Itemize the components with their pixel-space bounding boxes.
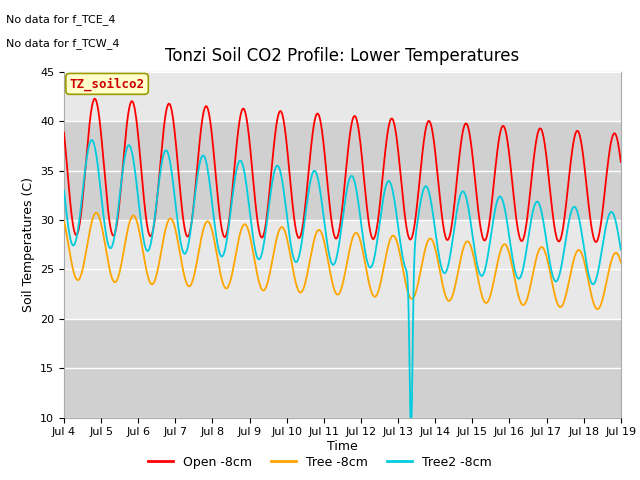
Title: Tonzi Soil CO2 Profile: Lower Temperatures: Tonzi Soil CO2 Profile: Lower Temperatur…: [165, 47, 520, 65]
Y-axis label: Soil Temperatures (C): Soil Temperatures (C): [22, 177, 35, 312]
Text: TZ_soilco2: TZ_soilco2: [70, 77, 145, 91]
Legend: Open -8cm, Tree -8cm, Tree2 -8cm: Open -8cm, Tree -8cm, Tree2 -8cm: [143, 451, 497, 474]
Bar: [64, 121, 621, 220]
Text: No data for f_TCW_4: No data for f_TCW_4: [6, 38, 120, 49]
Text: No data for f_TCE_4: No data for f_TCE_4: [6, 14, 116, 25]
Bar: [64, 319, 621, 418]
X-axis label: Time: Time: [327, 440, 358, 453]
